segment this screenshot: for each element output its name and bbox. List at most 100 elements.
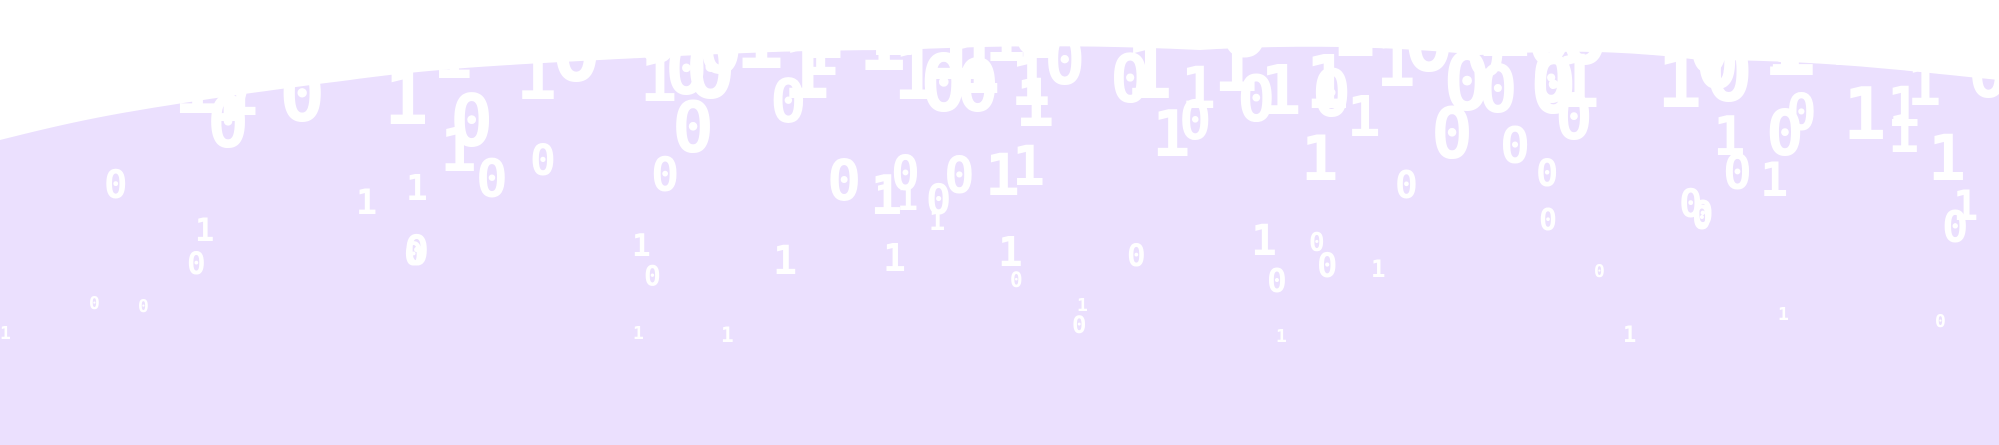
binary-digit: 0: [697, 2, 744, 92]
binary-digit: 1: [1765, 0, 1817, 96]
binary-digit: 0: [672, 86, 715, 169]
binary-digit: 0: [89, 293, 100, 315]
binary-digit: 1: [1276, 326, 1287, 348]
binary-digit: 1: [893, 28, 939, 117]
binary-digit: 1: [1887, 74, 1921, 139]
binary-digit: 1: [1556, 39, 1600, 125]
binary-digit: 1: [1152, 97, 1191, 172]
binary-digit: 1: [282, 0, 339, 80]
binary-digit: 1: [433, 16, 473, 94]
binary-digit: 0: [258, 0, 311, 94]
binary-digit: 1: [1953, 180, 1979, 230]
binary-digit: 0: [827, 147, 862, 214]
binary-digit: 1: [1012, 133, 1046, 198]
binary-digit: 0: [1395, 163, 1418, 208]
binary-digit: 1: [195, 211, 215, 250]
binary-digit: 1: [1657, 36, 1703, 125]
binary-digit: 0: [1010, 268, 1023, 293]
binary-digit: 0: [104, 162, 128, 208]
binary-digit: 0: [920, 37, 968, 130]
binary-digit: 0: [891, 145, 920, 202]
binary-digit: 0: [230, 12, 274, 98]
binary-digit: 1: [735, 0, 785, 88]
binary-digit: 0: [926, 174, 952, 224]
binary-digit: 0: [1179, 89, 1212, 153]
binary-digit: 1: [1347, 85, 1381, 151]
binary-digit: 0: [1786, 83, 1817, 143]
binary-digit: 0: [551, 2, 602, 101]
binary-digit: 0: [530, 136, 556, 187]
binary-digit: 1: [1760, 153, 1789, 209]
binary-digit: 1: [1907, 52, 1942, 119]
binary-digit: 0: [1317, 246, 1338, 287]
binary-digit: 0: [404, 225, 430, 275]
binary-digit: 1: [217, 11, 265, 104]
binary-digit: 0: [1530, 42, 1577, 133]
binary-digit: 0: [1753, 0, 1807, 79]
binary-digit: 0: [187, 245, 206, 282]
binary-digit: 0: [1968, 34, 1999, 114]
binary-digit: 0: [1237, 62, 1276, 137]
binary-digit: 0: [404, 235, 424, 274]
cloud-top-fill: [0, 0, 1999, 140]
binary-digit: 1: [356, 182, 378, 223]
binary-digit: 1: [984, 0, 1027, 78]
binary-digit: 1: [874, 177, 898, 223]
binary-digit: 1: [1888, 105, 1920, 166]
binary-digit: 1: [632, 227, 651, 264]
binary-digit: 1: [1475, 0, 1532, 80]
binary-digit: 1: [1213, 20, 1259, 109]
binary-digit: 0: [1699, 0, 1742, 69]
binary-digit: 0: [1127, 237, 1146, 274]
binary-digit: 0: [1044, 21, 1086, 102]
binary-digit: 0: [665, 27, 708, 111]
binary-digit: 0: [1312, 57, 1352, 133]
binary-digit: 1: [897, 178, 919, 219]
binary-digit: 1: [404, 0, 451, 87]
binary-digit: 0: [770, 66, 807, 138]
binary-digit: 1: [1077, 295, 1088, 317]
binary-digit: 1: [1828, 0, 1883, 87]
binary-digit: 0: [1527, 1, 1569, 82]
binary-digit: 1: [1371, 254, 1386, 283]
binary-digit: 0: [1525, 0, 1574, 80]
binary-digit: 0: [207, 81, 250, 164]
binary-digit: 0: [1559, 0, 1610, 84]
binary-digit: 1: [869, 0, 916, 74]
binary-digit: 1: [491, 0, 535, 71]
binary-digit: 1: [1778, 304, 1789, 326]
binary-digit: 0: [1692, 194, 1714, 236]
binary-digit: 0: [1935, 311, 1946, 333]
binary-digit: 1: [985, 141, 1020, 210]
binary-digit: 0: [1110, 40, 1151, 119]
binary-digit: 0: [1942, 201, 1969, 253]
binary-digit: 0: [1692, 197, 1712, 237]
binary-digit: 1: [721, 323, 734, 348]
binary-digit: 0: [944, 146, 975, 206]
binary-digit: 0: [1478, 50, 1518, 128]
binary-digit: 1: [883, 236, 906, 281]
binary-digit: 0: [279, 50, 326, 140]
binary-digit: 0: [201, 0, 245, 74]
binary-digit: 0: [1688, 6, 1731, 89]
binary-digit: 0: [644, 258, 661, 292]
binary-digit: 1: [1376, 24, 1416, 102]
binary-digit: 1: [870, 164, 903, 228]
binary-digit: 1: [1713, 105, 1746, 169]
binary-digit: 0: [1465, 13, 1507, 94]
binary-digit: 0: [1536, 151, 1559, 195]
binary-digit: 1: [89, 0, 137, 89]
binary-digit: 1: [406, 168, 428, 210]
binary-digit: 0: [1761, 0, 1804, 78]
binary-digit: 1: [173, 42, 219, 132]
binary-digit: 0: [1217, 0, 1272, 78]
binary-digit: 0: [450, 79, 494, 164]
binary-digit: 0: [1500, 116, 1531, 175]
binary-digit: 1: [1789, 0, 1837, 79]
binary-digit: 0: [1010, 0, 1060, 75]
binary-digit: 1: [83, 35, 129, 125]
binary-digit: 1: [782, 24, 831, 117]
binary-digit: 0: [1267, 260, 1287, 300]
binary-digit: 1: [1843, 72, 1887, 157]
